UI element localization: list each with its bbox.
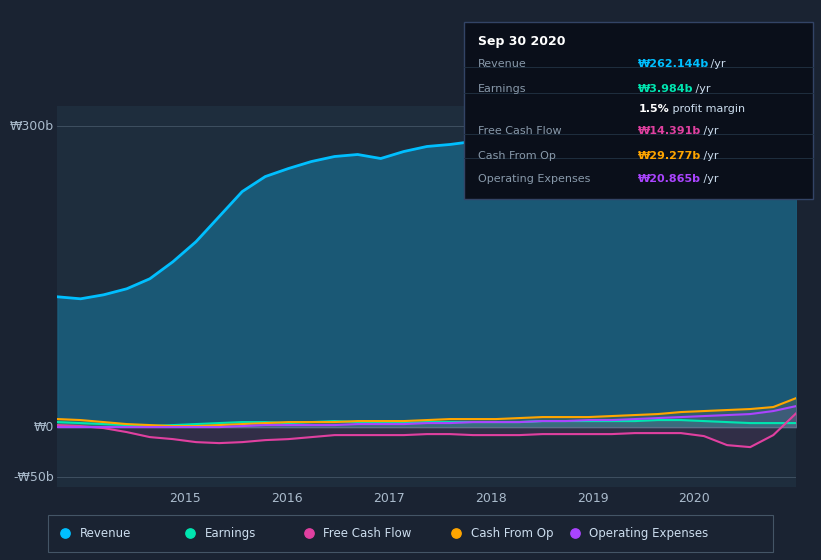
Text: Sep 30 2020: Sep 30 2020 <box>478 35 566 48</box>
Text: /yr: /yr <box>692 84 710 94</box>
Text: Earnings: Earnings <box>205 527 256 540</box>
Text: Operating Expenses: Operating Expenses <box>478 174 590 184</box>
Text: Revenue: Revenue <box>478 59 526 69</box>
Point <box>58 529 71 538</box>
Text: /yr: /yr <box>699 174 718 184</box>
Text: /yr: /yr <box>699 127 718 137</box>
Text: ₩20.865b: ₩20.865b <box>639 174 701 184</box>
Text: ₩3.984b: ₩3.984b <box>639 84 694 94</box>
Text: Free Cash Flow: Free Cash Flow <box>478 127 562 137</box>
Point <box>302 529 315 538</box>
Point <box>568 529 581 538</box>
Text: 1.5%: 1.5% <box>639 104 669 114</box>
Text: Free Cash Flow: Free Cash Flow <box>323 527 411 540</box>
Text: profit margin: profit margin <box>669 104 745 114</box>
Text: ₩262.144b: ₩262.144b <box>639 59 709 69</box>
Text: /yr: /yr <box>699 151 718 161</box>
Text: Operating Expenses: Operating Expenses <box>589 527 709 540</box>
Text: Revenue: Revenue <box>80 527 131 540</box>
Text: Earnings: Earnings <box>478 84 526 94</box>
Point <box>184 529 197 538</box>
Text: Cash From Op: Cash From Op <box>478 151 556 161</box>
Point <box>790 160 803 169</box>
Text: ₩14.391b: ₩14.391b <box>639 127 702 137</box>
Text: /yr: /yr <box>708 59 726 69</box>
Point <box>450 529 463 538</box>
Text: -₩50b: -₩50b <box>13 470 54 484</box>
Text: Cash From Op: Cash From Op <box>471 527 553 540</box>
Text: ₩0: ₩0 <box>34 421 54 433</box>
Text: ₩300b: ₩300b <box>10 120 54 133</box>
FancyBboxPatch shape <box>464 22 813 199</box>
Text: ₩29.277b: ₩29.277b <box>639 151 702 161</box>
